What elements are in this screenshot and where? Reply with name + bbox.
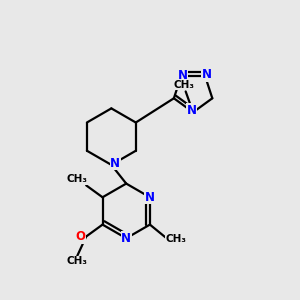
Text: N: N — [121, 232, 131, 245]
Text: CH₃: CH₃ — [67, 174, 88, 184]
Text: N: N — [202, 68, 212, 81]
Text: N: N — [145, 191, 155, 204]
Text: CH₃: CH₃ — [174, 80, 195, 90]
Text: N: N — [177, 69, 188, 82]
Text: O: O — [76, 230, 86, 243]
Text: CH₃: CH₃ — [67, 256, 88, 266]
Text: CH₃: CH₃ — [165, 235, 186, 244]
Text: N: N — [110, 157, 120, 170]
Text: N: N — [187, 104, 196, 117]
